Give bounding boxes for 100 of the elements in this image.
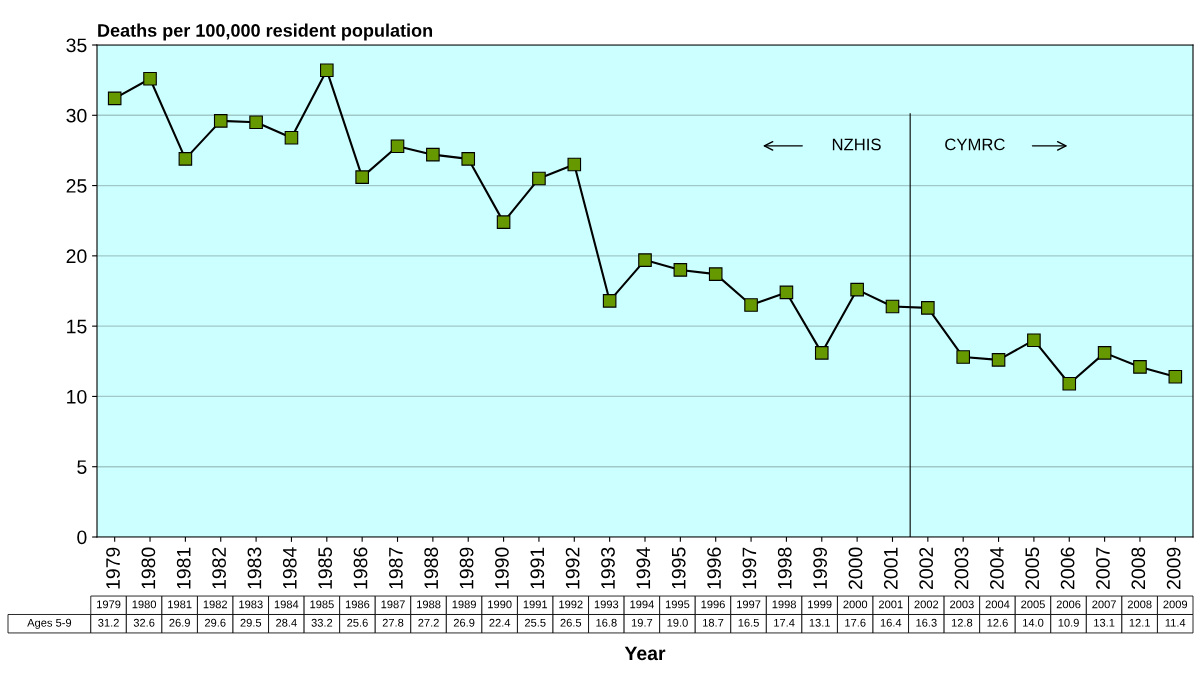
point (107, 91, 122, 106)
text: 33.2 (311, 618, 333, 627)
x-tick-label: 2000 (848, 547, 863, 589)
text: 17.6 (845, 618, 866, 627)
x-tick-label: 1981 (176, 547, 191, 589)
category-label: 2002 (914, 600, 939, 609)
point (143, 71, 157, 86)
point (1027, 333, 1041, 348)
text: 12.8 (951, 618, 973, 627)
x-tick-label: 1995 (671, 547, 686, 589)
x-tick-label: 1998 (777, 547, 792, 589)
category-label: 1989 (452, 600, 476, 609)
category-label: 2001 (878, 600, 903, 609)
category-label: 2000 (843, 600, 868, 609)
x-tick-label: 1994 (636, 547, 651, 589)
annotation: NZHIS (832, 138, 881, 151)
point (814, 346, 829, 360)
x-tick-label: 1988 (424, 547, 439, 589)
point (673, 263, 688, 277)
text: 19.0 (667, 618, 688, 627)
x-tick-label: 2005 (1025, 547, 1040, 589)
text: 29.6 (204, 618, 226, 627)
category-label: 1988 (417, 600, 441, 609)
category-label: 1993 (594, 600, 619, 609)
point (638, 253, 652, 267)
category-label: 1981 (168, 600, 192, 609)
point (284, 130, 299, 145)
point (779, 285, 794, 300)
y-tick-label: 35 (66, 38, 87, 53)
text: 13.1 (809, 618, 830, 627)
point (885, 299, 900, 314)
category-label: 1983 (239, 600, 263, 609)
category-label: 1998 (772, 600, 796, 609)
x-tick-label: 1999 (813, 547, 827, 589)
x-tick-label: 2007 (1096, 547, 1110, 589)
y-tick-label: 0 (77, 530, 87, 545)
legend-label: Ages 5-9 (27, 618, 72, 629)
category-label: 1987 (381, 600, 405, 609)
point (1097, 346, 1112, 360)
y-tick-label: 10 (67, 389, 87, 404)
text: 14.0 (1023, 618, 1044, 627)
text: 19.7 (631, 618, 653, 627)
x-tick-label: 2002 (919, 547, 934, 589)
x-axis-title: Year (624, 646, 666, 661)
point (355, 170, 369, 184)
category-label: 2008 (1127, 600, 1152, 609)
point (390, 139, 405, 154)
x-tick-label: 1996 (707, 547, 721, 589)
category-label: 2007 (1092, 600, 1116, 609)
x-tick-label: 1986 (353, 547, 368, 589)
x-tick-label: 1990 (495, 547, 509, 589)
y-tick-label: 15 (67, 319, 87, 334)
text: 27.8 (382, 618, 404, 627)
point (991, 353, 1006, 367)
text: 28.4 (276, 618, 297, 627)
x-tick-label: 1984 (282, 547, 297, 589)
x-tick-label: 2009 (1166, 547, 1181, 589)
x-tick-label: 1979 (106, 547, 120, 589)
x-tick-label: 1980 (141, 547, 156, 589)
text: 12.6 (987, 618, 1008, 627)
x-tick-label: 2003 (954, 547, 969, 589)
point (921, 301, 935, 315)
text: 16.8 (596, 618, 617, 627)
x-tick-label: 1985 (318, 547, 333, 589)
text: 29.5 (240, 618, 262, 627)
category-label: 2009 (1163, 600, 1188, 609)
x-tick-label: 1991 (530, 547, 545, 589)
category-label: 2004 (985, 600, 1010, 609)
category-label: 2003 (950, 600, 974, 609)
text: 16.5 (738, 618, 759, 627)
y-tick-label: 5 (77, 460, 87, 474)
x-tick-label: 2008 (1131, 547, 1146, 589)
x-tick-label: 2001 (883, 547, 898, 589)
point (1133, 360, 1147, 374)
category-label: 1997 (737, 600, 761, 609)
x-tick-label: 1992 (565, 547, 580, 589)
chart-title: Deaths per 100,000 resident population (98, 23, 433, 41)
text: 12.1 (1129, 618, 1150, 627)
category-label: 1992 (559, 600, 583, 609)
point (249, 115, 263, 130)
category-label: 2005 (1021, 600, 1045, 609)
category-label: 1996 (701, 600, 725, 609)
category-label: 1991 (523, 600, 548, 609)
x-tick-label: 1982 (212, 547, 226, 589)
text: 18.7 (703, 618, 724, 627)
category-label: 1979 (97, 600, 121, 609)
text: 25.6 (347, 618, 368, 627)
text: 26.9 (169, 618, 190, 627)
y-tick-label: 30 (66, 108, 87, 123)
point (213, 114, 228, 128)
text: 16.4 (880, 618, 902, 627)
point (1168, 369, 1183, 384)
category-label: 1985 (310, 600, 334, 609)
text: 26.9 (453, 618, 475, 627)
text: 31.2 (98, 618, 119, 627)
category-label: 1995 (665, 600, 690, 609)
x-tick-label: 2006 (1060, 547, 1075, 589)
point (461, 152, 476, 166)
point (744, 298, 758, 312)
x-tick-label: 2004 (990, 547, 1004, 589)
